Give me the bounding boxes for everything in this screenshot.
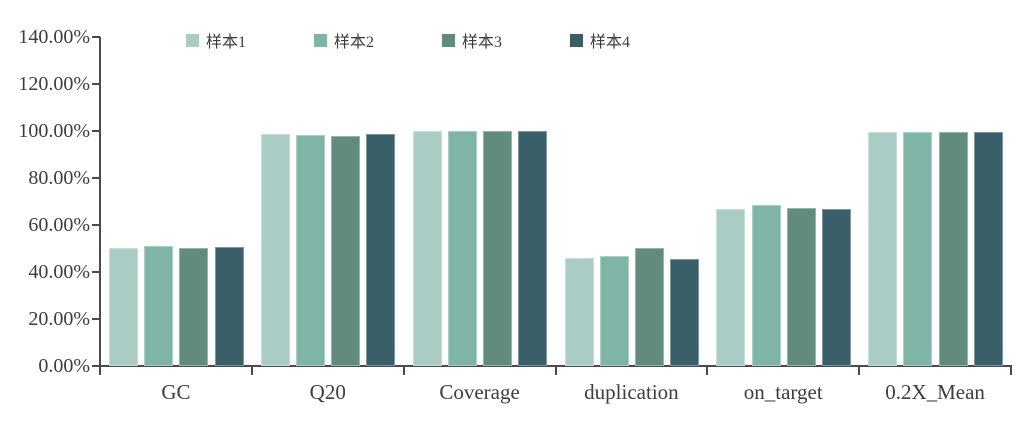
legend-item: 样本4 [570,28,630,52]
y-axis-label: 120.00% [18,73,90,95]
legend-label: 样本2 [334,34,375,51]
x-axis-tick [99,366,101,375]
bar [599,256,629,366]
chart-legend: 样本1 样本2 样本3 样本4 [186,28,630,52]
x-axis-label: on_target [743,380,823,404]
y-axis-tick [92,224,100,226]
x-axis-tick [554,366,557,375]
legend-swatch-icon [186,33,199,47]
y-axis-label: 40.00% [28,261,90,283]
legend-item: 样本1 [186,28,246,52]
y-axis-tick [92,177,100,179]
legend-item: 样本3 [442,28,502,52]
y-axis-tick [92,36,100,38]
legend-label: 样本1 [206,34,247,51]
x-axis-label: duplication [584,380,679,404]
y-axis-tick [92,83,100,85]
x-axis-label: Q20 [309,380,346,404]
y-axis-label: 140.00% [18,26,90,48]
bar [109,248,138,366]
x-axis-tick [706,366,709,375]
bar [821,209,851,366]
x-axis-label: 0.2X_Mean [885,380,985,404]
y-axis-tick [92,318,100,320]
legend-swatch-icon [442,33,456,47]
bar [518,131,548,366]
bar [670,259,700,366]
y-axis-label: 80.00% [28,167,90,189]
y-axis-tick [92,130,100,132]
legend-item: 样本2 [314,28,374,52]
bar [179,247,209,366]
bar [447,131,477,366]
y-axis-tick [92,271,100,273]
x-axis-label: GC [161,380,191,404]
bar [564,257,594,366]
bar [483,131,513,366]
y-axis-label: 20.00% [28,308,90,330]
legend-swatch-icon [570,33,584,47]
bar [144,246,174,366]
bar [214,247,244,366]
legend-label: 样本3 [462,34,503,51]
bar [938,132,968,366]
bar [868,132,898,366]
y-axis-tick [92,365,100,367]
bar [366,134,396,366]
bar [412,131,442,366]
legend-label: 样本4 [590,34,631,51]
x-axis-tick [858,366,861,375]
legend-swatch-icon [314,33,328,47]
bar [751,204,781,366]
bar [973,131,1003,366]
x-axis-label: Coverage [439,380,520,404]
y-axis-label: 0.00% [38,355,90,377]
bar [903,131,933,366]
y-axis-line [99,37,101,367]
bar [634,247,664,366]
y-axis-label: 60.00% [28,214,90,236]
bar [260,133,290,366]
y-axis-label: 100.00% [18,120,90,142]
bar [296,134,326,366]
x-axis-tick [402,366,405,375]
bar [331,135,361,366]
x-axis-tick [1010,366,1012,375]
bar [786,208,816,366]
x-axis-tick [250,366,253,375]
bar [716,209,746,366]
